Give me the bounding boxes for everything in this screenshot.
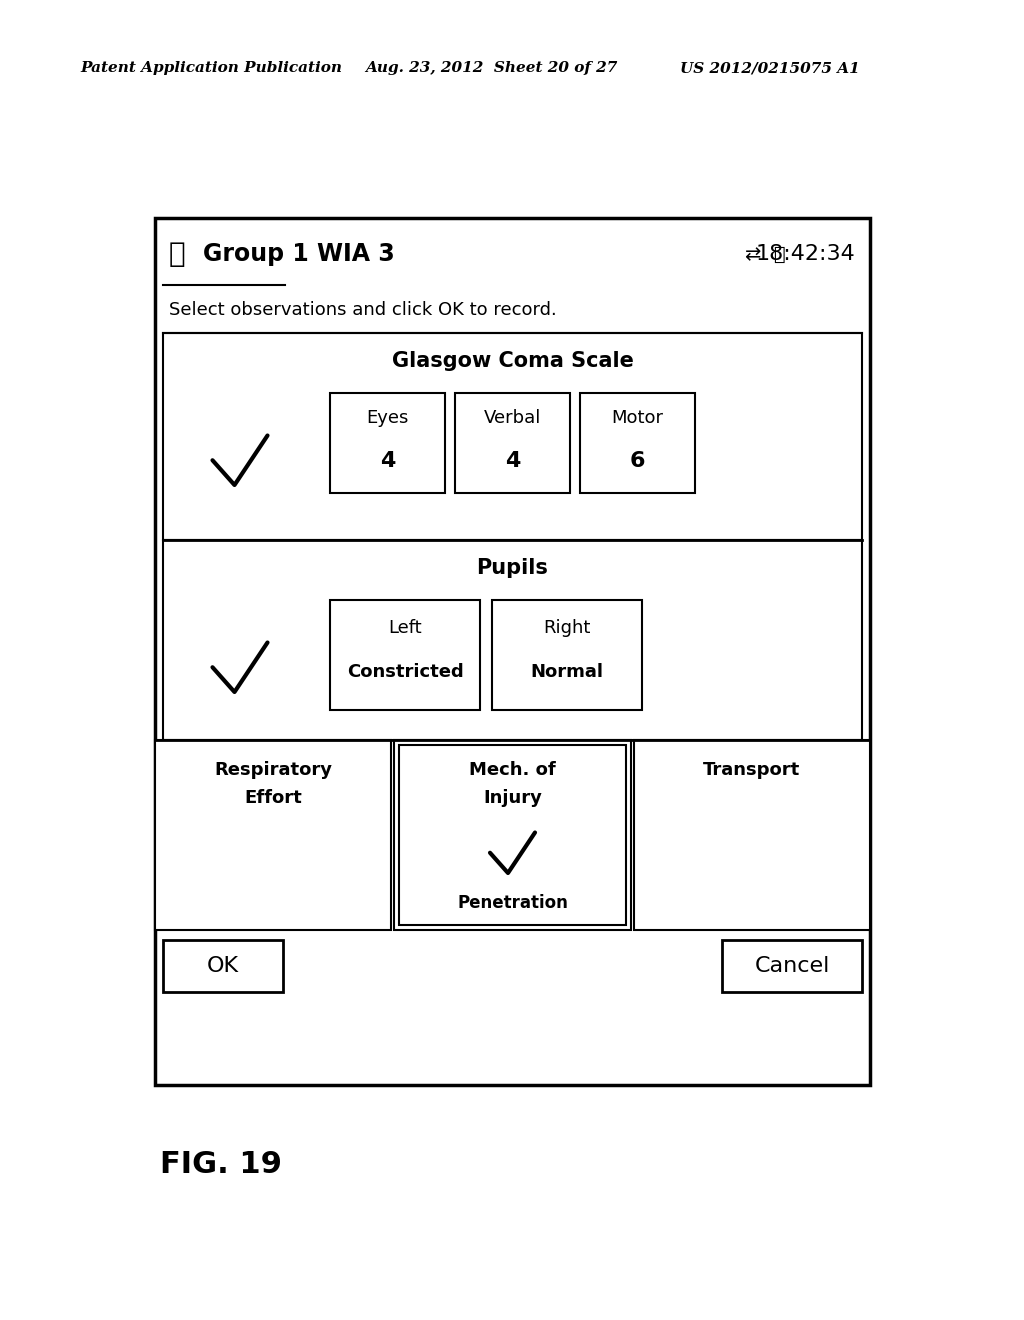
Bar xyxy=(722,940,862,993)
Bar xyxy=(394,741,631,931)
Bar xyxy=(455,393,570,492)
Text: Motor: Motor xyxy=(611,409,664,426)
Text: Mech. of: Mech. of xyxy=(469,762,556,779)
Bar xyxy=(492,601,642,710)
Text: Glasgow Coma Scale: Glasgow Coma Scale xyxy=(391,351,634,371)
Text: Injury: Injury xyxy=(483,789,542,807)
Text: Cancel: Cancel xyxy=(755,956,829,975)
Text: ⎙: ⎙ xyxy=(169,240,185,268)
Bar xyxy=(155,218,870,1085)
Bar xyxy=(634,741,870,931)
Text: Respiratory: Respiratory xyxy=(214,762,332,779)
Text: FIG. 19: FIG. 19 xyxy=(160,1150,282,1179)
Text: Aug. 23, 2012  Sheet 20 of 27: Aug. 23, 2012 Sheet 20 of 27 xyxy=(365,61,617,75)
Text: 18:42:34: 18:42:34 xyxy=(756,244,855,264)
Text: Transport: Transport xyxy=(703,762,801,779)
Text: 6: 6 xyxy=(630,451,645,471)
Bar xyxy=(163,540,862,741)
Bar xyxy=(163,940,283,993)
Text: Penetration: Penetration xyxy=(457,894,568,912)
Text: Verbal: Verbal xyxy=(483,409,542,426)
Text: Patent Application Publication: Patent Application Publication xyxy=(80,61,342,75)
Text: Eyes: Eyes xyxy=(367,409,409,426)
Text: Pupils: Pupils xyxy=(476,558,549,578)
Bar xyxy=(330,601,480,710)
Text: 4: 4 xyxy=(505,451,520,471)
Text: Effort: Effort xyxy=(245,789,302,807)
Bar xyxy=(163,333,862,540)
Text: Left: Left xyxy=(388,619,422,638)
Text: Normal: Normal xyxy=(530,663,603,681)
Bar xyxy=(580,393,695,492)
Bar xyxy=(399,744,626,925)
Text: Select observations and click OK to record.: Select observations and click OK to reco… xyxy=(169,301,557,319)
Text: Group 1 WIA 3: Group 1 WIA 3 xyxy=(203,242,394,267)
Text: US 2012/0215075 A1: US 2012/0215075 A1 xyxy=(680,61,860,75)
Text: Right: Right xyxy=(544,619,591,638)
Bar xyxy=(155,741,391,931)
Text: Constricted: Constricted xyxy=(347,663,464,681)
Bar xyxy=(330,393,445,492)
Text: OK: OK xyxy=(207,956,239,975)
Text: ⇄  ✋: ⇄ ✋ xyxy=(745,244,785,264)
Text: 4: 4 xyxy=(380,451,395,471)
